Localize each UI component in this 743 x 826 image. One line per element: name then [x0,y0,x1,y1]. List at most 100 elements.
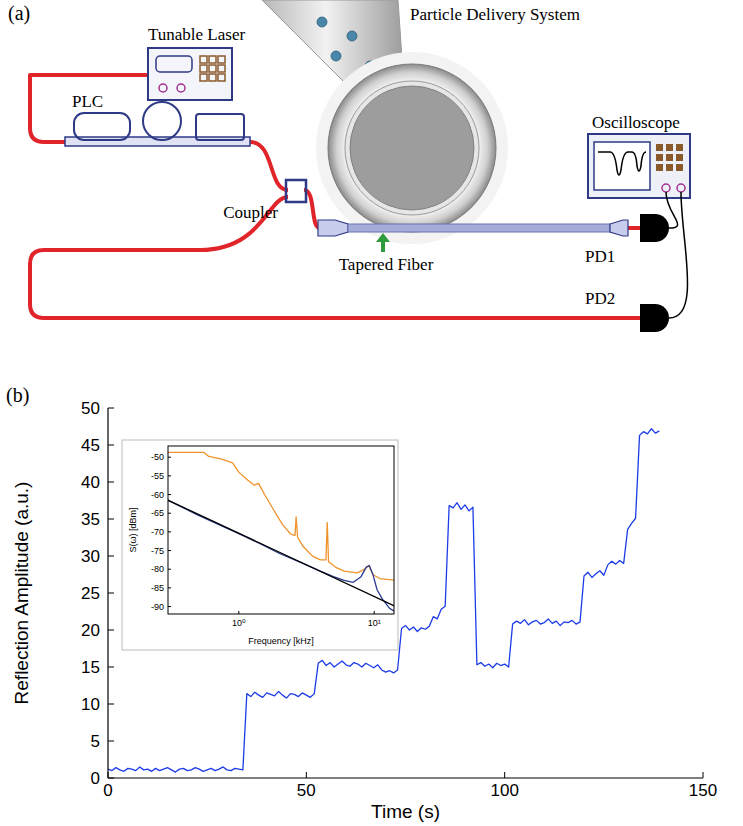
scope-button [676,144,683,151]
y-tick-label: 15 [81,658,100,677]
scope-button [666,154,673,161]
y-tick [108,741,114,742]
x-tick-label: 0 [103,781,112,800]
x-tick-label: 150 [689,781,717,800]
data-line [168,498,394,606]
x-tick-label: 100 [490,781,518,800]
panel-label: (b) [6,384,29,407]
y-tick [168,587,171,588]
y-tick-label: -90 [151,602,164,612]
particle [347,31,357,41]
plot-data [108,429,659,772]
x-tick-label: 10⁰ [232,618,246,628]
scope-button [656,154,663,161]
scope-port [677,184,685,192]
fiber-line [250,142,288,190]
label: Coupler [223,203,278,222]
panel-label: (a) [8,2,30,25]
data-line [168,498,394,612]
y-tick [108,630,114,631]
x-tick [238,611,239,614]
x-tick [306,772,307,778]
laser-button [200,65,207,72]
x-tick [703,772,704,778]
y-tick [168,550,171,551]
y-tick [168,531,171,532]
y-tick-label: 30 [81,547,100,566]
y-tick-label: -80 [151,564,164,574]
ring-disc [350,86,474,210]
y-tick-label: -70 [151,527,164,537]
y-tick-label: 45 [81,436,100,455]
plc-paddle [196,114,244,140]
figure: (a)Particle Delivery SystemTunable Laser… [0,0,743,826]
particle [331,51,341,61]
laser-button [209,56,216,63]
ring-outer [328,64,496,232]
laser-knob [177,84,185,92]
y-tick [108,519,114,520]
y-tick-label: 25 [81,584,100,603]
y-tick-label: 10 [81,695,100,714]
label: PD1 [585,247,615,266]
y-axis-title: Reflection Amplitude (a.u.) [11,482,32,705]
y-tick-label: 35 [81,510,100,529]
detector [640,214,669,242]
y-axis-title: S(ω) [dBm] [128,507,138,552]
y-tick-label: 20 [81,621,100,640]
label: PLC [72,92,103,111]
y-tick [108,593,114,594]
x-axis-title: Frequency [kHz] [248,636,314,646]
diagram-title: Particle Delivery System [410,5,580,24]
y-tick [168,513,171,514]
laser-button [200,56,207,63]
laser-box [148,48,232,100]
y-tick-label: -85 [151,583,164,593]
main-chart: 0 50 100 150 0 5 10 15 20 25 30 35 40 45 50 Time (s) Ref… [11,399,717,822]
x-tick [108,772,109,778]
ring-inner [345,81,479,215]
x-tick [374,611,375,614]
inset-background [122,440,398,650]
scope-button [676,154,683,161]
diagram: (a)Particle Delivery SystemTunable Laser… [8,0,690,332]
particle [317,17,327,27]
plot-data [168,452,394,612]
y-tick-label: 5 [91,732,100,751]
scope-port [662,184,670,192]
scope-button [656,164,663,171]
laser-button [209,65,216,72]
y-tick-label: 50 [81,399,100,418]
y-tick-label: -50 [151,452,164,462]
y-tick [108,778,114,779]
x-tick [504,772,505,778]
x-axis-title: Time (s) [371,801,440,822]
laser-button [218,56,225,63]
y-tick-label: -75 [151,546,164,556]
y-tick [168,606,171,607]
y-tick [108,704,114,705]
y-tick [108,408,114,409]
data-line [108,429,659,772]
fiber-line [30,75,148,142]
wire [669,192,688,318]
scope-trace [598,152,646,175]
inset-chart: 10⁰10¹-90-85-80-75-70-65-60-55-50Frequen… [128,446,396,646]
y-tick-label: -65 [151,508,164,518]
x-tick-label: 10¹ [368,618,381,628]
y-tick [168,457,171,458]
fiber-line [30,197,642,318]
x-tick-label: 50 [297,781,316,800]
scope-button [656,144,663,151]
scope-button [676,164,683,171]
y-tick-label: 40 [81,473,100,492]
y-tick-label: -60 [151,490,164,500]
laser-knob [159,84,167,92]
coupler [286,180,306,202]
fiber-connector [610,220,628,236]
detector [640,304,669,332]
laser-button [218,65,225,72]
scope-screen [594,142,650,190]
y-tick [108,445,114,446]
y-tick-label: 0 [91,769,100,788]
